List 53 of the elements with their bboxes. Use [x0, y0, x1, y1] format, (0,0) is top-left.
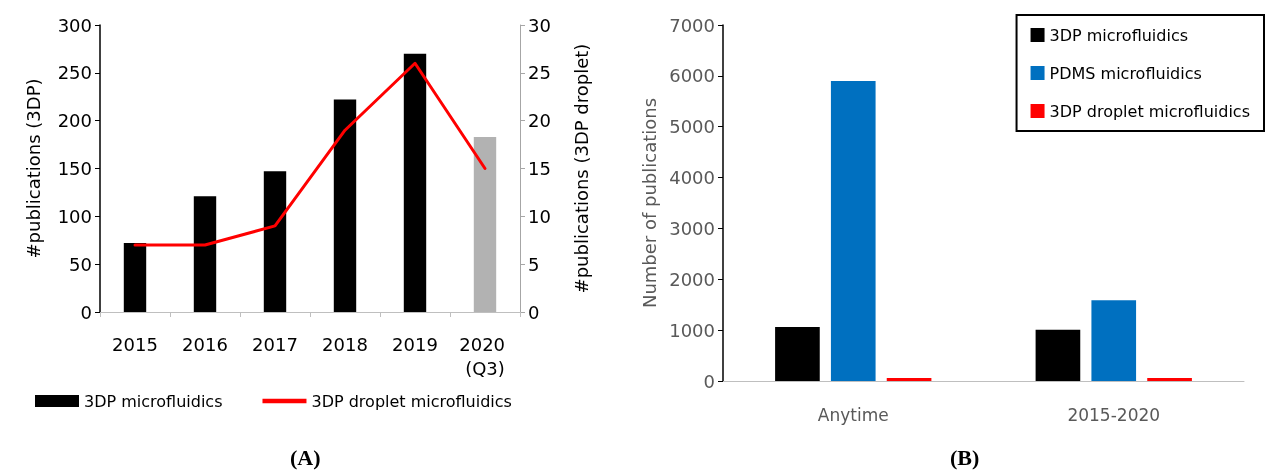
y2-tick-label: 30: [528, 14, 551, 36]
y2-tick-label: 15: [528, 158, 551, 179]
bar: [886, 377, 932, 381]
line-series: [133, 61, 487, 247]
y-tick-label: 5000: [669, 116, 715, 138]
y-tick-label: 50: [69, 253, 92, 275]
x-tick-label: 2015-2020: [1067, 405, 1161, 425]
x-tick-label: 2020 (Q3): [459, 333, 511, 379]
y-tick-label: 6000: [669, 65, 715, 87]
y2-tick-label: 25: [528, 62, 551, 84]
legend-label: PDMS microfluidics: [1049, 63, 1202, 83]
x-tick-label: 2016: [182, 333, 228, 355]
y-tick-label: 3000: [669, 217, 715, 239]
legend-label: 3DP droplet microfluidics: [1049, 101, 1250, 121]
bar: [830, 80, 876, 381]
y2-axis-title: #publications (3DP droplet): [570, 43, 592, 294]
y2-tick-label: 5: [528, 253, 540, 275]
text: (B): [950, 444, 980, 470]
y2-tick-label: 20: [528, 110, 551, 132]
y-tick-label: 2000: [669, 268, 715, 290]
y-tick-label: 200: [57, 110, 92, 132]
bar: [1091, 300, 1137, 381]
y-tick-label: 0: [80, 301, 92, 323]
bar: [263, 171, 287, 312]
y2-tick-label: 0: [528, 301, 540, 323]
x-tick-label: 2018: [322, 333, 368, 355]
x-tick-label: Anytime: [817, 405, 889, 425]
y2-tick-label: 10: [528, 205, 551, 227]
bar: [473, 136, 497, 312]
bar: [1035, 329, 1081, 381]
x-tick-label: 2017: [252, 333, 298, 355]
y-axis-title: #publications (3DP): [22, 78, 44, 259]
y-tick-label: 300: [57, 14, 92, 36]
legend-label: 3DP microfluidics: [84, 391, 223, 411]
legend-label: 3DP microfluidics: [1049, 25, 1189, 45]
text: (A): [290, 444, 321, 470]
y-tick-label: 0: [703, 370, 715, 392]
bar: [333, 99, 357, 312]
bar: [123, 243, 147, 312]
y-axis-title: Number of publications: [638, 97, 660, 309]
y-tick-label: 150: [57, 158, 92, 179]
y-tick-label: 250: [57, 62, 92, 84]
y-tick-label: 1000: [669, 319, 715, 341]
y-tick-label: 100: [57, 205, 92, 227]
x-tick-label: 2019: [392, 333, 438, 355]
y-tick-label: 7000: [669, 14, 715, 36]
x-tick-label: 2015: [112, 333, 158, 355]
y-tick-label: 4000: [669, 167, 715, 189]
bar: [775, 327, 820, 381]
bar: [403, 53, 427, 312]
legend-label: 3DP droplet microfluidics: [311, 391, 512, 411]
bar: [193, 196, 217, 312]
bar: [1147, 377, 1192, 381]
